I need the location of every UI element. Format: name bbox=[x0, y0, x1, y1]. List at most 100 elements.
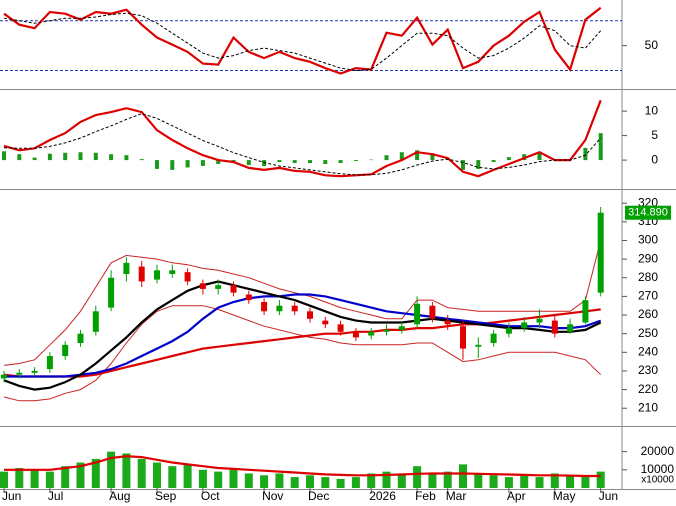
bar bbox=[183, 464, 192, 488]
y-tick-label: 300 bbox=[638, 233, 658, 247]
candle-body bbox=[215, 285, 222, 289]
bar bbox=[461, 160, 465, 170]
bar bbox=[566, 475, 575, 488]
bar bbox=[306, 475, 314, 488]
y-tick-label: 210 bbox=[638, 400, 658, 414]
bar bbox=[78, 152, 83, 161]
bar bbox=[15, 468, 24, 488]
bar bbox=[537, 152, 542, 161]
bar bbox=[428, 473, 437, 488]
candle-body bbox=[123, 262, 130, 275]
y-tick-label: 0 bbox=[651, 152, 658, 166]
bar bbox=[244, 473, 253, 488]
bar bbox=[277, 160, 282, 163]
candle-body bbox=[383, 329, 390, 332]
bar bbox=[2, 151, 6, 161]
x-tick-label: Dec bbox=[308, 489, 329, 503]
bar bbox=[122, 453, 131, 488]
candle-body bbox=[460, 326, 466, 349]
bar bbox=[63, 152, 68, 161]
x-tick-label: Jun bbox=[2, 489, 21, 503]
bar bbox=[137, 458, 146, 488]
bar bbox=[260, 475, 269, 488]
series-line bbox=[3, 113, 602, 176]
candle-body bbox=[154, 270, 160, 280]
bar bbox=[17, 154, 22, 161]
candle-body bbox=[414, 303, 421, 325]
bar bbox=[336, 478, 345, 488]
x-tick-label: Sep bbox=[155, 489, 177, 503]
bar bbox=[246, 160, 251, 165]
bar bbox=[598, 133, 603, 161]
x-tick-label: Feb bbox=[415, 489, 436, 503]
bar bbox=[262, 160, 267, 166]
bar bbox=[321, 477, 330, 488]
bar bbox=[91, 458, 100, 488]
series-line bbox=[3, 308, 601, 378]
bar bbox=[30, 469, 39, 488]
candle-body bbox=[490, 333, 497, 343]
unit-label: x10000 bbox=[641, 475, 674, 486]
bar bbox=[93, 152, 98, 161]
bar bbox=[397, 473, 406, 488]
y-tick-label: 10 bbox=[645, 103, 659, 117]
bar bbox=[185, 160, 190, 168]
series-line bbox=[3, 99, 602, 178]
candle-body bbox=[597, 212, 604, 293]
candle-body bbox=[184, 272, 191, 282]
bar bbox=[107, 451, 116, 488]
y-tick-label: 280 bbox=[638, 270, 658, 284]
bar bbox=[170, 160, 175, 170]
bar bbox=[489, 475, 498, 488]
y-tick-label: 260 bbox=[638, 307, 658, 321]
candle-body bbox=[521, 322, 528, 329]
bar bbox=[200, 160, 205, 166]
bar bbox=[229, 469, 238, 488]
candle-body bbox=[567, 324, 574, 332]
bar bbox=[399, 152, 404, 161]
bar bbox=[506, 157, 511, 161]
candle-body bbox=[245, 294, 252, 301]
bar bbox=[353, 160, 358, 162]
bar bbox=[367, 473, 376, 488]
y-tick-label: 220 bbox=[638, 382, 658, 396]
bar bbox=[47, 153, 52, 161]
y-tick-label: 250 bbox=[638, 326, 658, 340]
candle-body bbox=[322, 320, 329, 325]
last-price-label: 314.890 bbox=[628, 207, 668, 219]
candle-body bbox=[475, 344, 482, 347]
x-tick-label: Mar bbox=[446, 489, 467, 503]
bar bbox=[459, 464, 467, 488]
candle-body bbox=[16, 372, 23, 375]
y-tick-label: 20000 bbox=[641, 444, 675, 458]
bar bbox=[382, 471, 391, 488]
bar bbox=[109, 154, 114, 161]
y-tick-label: 10000 bbox=[641, 462, 675, 476]
candle-body bbox=[1, 374, 7, 379]
bar bbox=[290, 477, 299, 488]
bar bbox=[61, 466, 70, 488]
bar bbox=[384, 155, 389, 161]
series-line bbox=[3, 280, 602, 391]
candle-body bbox=[444, 320, 451, 325]
y-tick-label: 240 bbox=[638, 344, 658, 358]
candle-body bbox=[199, 283, 206, 289]
x-tick-label: Apr bbox=[507, 489, 526, 503]
bar bbox=[198, 469, 207, 488]
bar bbox=[216, 160, 221, 164]
candle-body bbox=[276, 305, 283, 312]
bar bbox=[139, 159, 144, 161]
y-tick-label: 230 bbox=[638, 363, 658, 377]
bar bbox=[596, 471, 605, 488]
bar bbox=[308, 160, 312, 164]
series-line bbox=[3, 6, 602, 75]
candle-body bbox=[582, 300, 589, 323]
y-tick-label: 270 bbox=[638, 289, 658, 303]
bar bbox=[32, 157, 37, 161]
candle-body bbox=[169, 270, 176, 275]
bar bbox=[214, 471, 223, 488]
bar bbox=[415, 150, 420, 161]
bar bbox=[474, 473, 483, 488]
series-line bbox=[3, 12, 602, 72]
candle-body bbox=[291, 305, 298, 312]
